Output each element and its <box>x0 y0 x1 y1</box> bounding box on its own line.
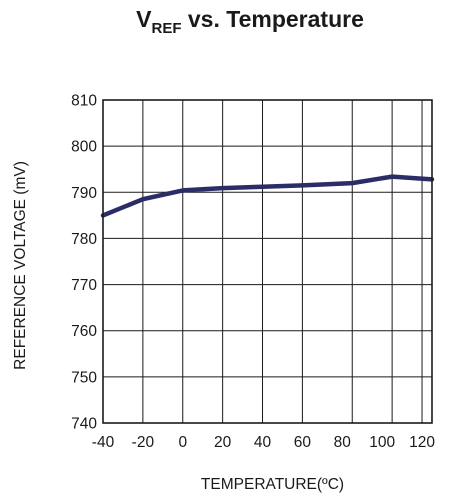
series-group <box>100 174 435 218</box>
y-axis-label: REFERENCE VOLTAGE (mV) <box>12 161 29 370</box>
x-tick-label: -40 <box>92 434 115 451</box>
chart-title: VREF vs. Temperature <box>136 6 364 37</box>
x-tick-label: 0 <box>178 434 187 451</box>
x-tick-labels: -40 -20 0 20 40 60 80 100 120 <box>92 434 436 451</box>
y-tick-label: 790 <box>71 185 97 202</box>
x-tick-label: 100 <box>369 434 395 451</box>
y-tick-label: 750 <box>71 369 97 386</box>
x-tick-label: 120 <box>409 434 435 451</box>
x-tick-label: 80 <box>334 434 352 451</box>
y-tick-label: 800 <box>71 139 97 156</box>
x-tick-label: -20 <box>132 434 155 451</box>
chart-title-rest: vs. Temperature <box>181 6 363 32</box>
y-tick-label: 780 <box>71 231 97 248</box>
plot-frame <box>102 99 433 424</box>
series-line <box>100 174 435 218</box>
grid <box>102 99 433 424</box>
chart-title-main: V <box>136 6 152 32</box>
chart-title-subscript: REF <box>151 20 181 37</box>
y-tick-label: 770 <box>71 277 97 294</box>
y-tick-labels: 740 750 760 770 780 790 800 810 <box>71 93 97 433</box>
y-tick-label: 810 <box>71 93 97 110</box>
x-tick-label: 40 <box>254 434 272 451</box>
y-tick-label: 760 <box>71 323 97 340</box>
x-axis-label: TEMPERATURE(ºC) <box>201 476 344 493</box>
x-tick-label: 20 <box>214 434 232 451</box>
y-tick-label: 740 <box>71 416 97 433</box>
x-tick-label: 60 <box>294 434 312 451</box>
